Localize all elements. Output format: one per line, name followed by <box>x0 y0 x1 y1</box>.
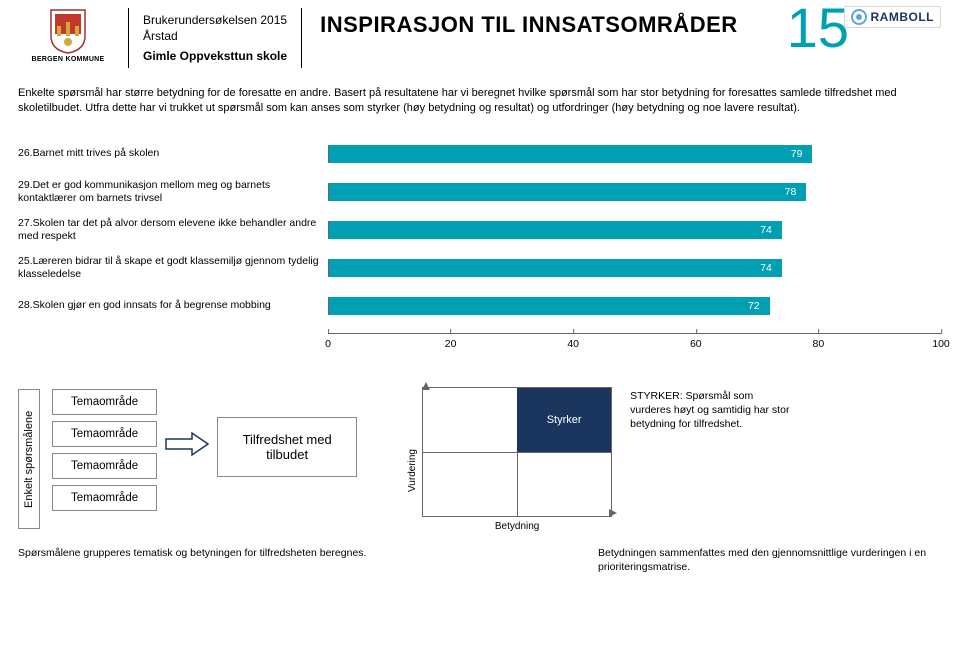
tema-box: Temaområde <box>52 389 157 415</box>
chart-row-label: 28.Skolen gjør en god innsats for å begr… <box>18 299 328 312</box>
kommune-label: BERGEN KOMMUNE <box>31 56 104 63</box>
chart-bar-area: 72 <box>328 297 941 315</box>
chart-bar: 79 <box>329 145 812 163</box>
chart-bar-area: 74 <box>328 221 941 239</box>
enkelt-label: Enkelt spørsmålene <box>18 389 40 529</box>
tema-box: Temaområde <box>52 421 157 447</box>
chart-axis: 020406080100 <box>18 325 941 363</box>
quadrant-y-label: Vurdering <box>407 449 418 492</box>
chart-bar-value: 74 <box>329 262 782 274</box>
chart-bar: 74 <box>329 221 782 239</box>
header: BERGEN KOMMUNE Brukerundersøkelsen 2015 … <box>18 8 941 80</box>
chart-bar-area: 79 <box>328 145 941 163</box>
chart-row-label: 27.Skolen tar det på alvor dersom eleven… <box>18 217 328 243</box>
tema-stack: Temaområde Temaområde Temaområde Temaområde <box>52 389 157 511</box>
chart-bar-area: 74 <box>328 259 941 277</box>
tema-box: Temaområde <box>52 485 157 511</box>
district-name: Årstad <box>143 29 287 43</box>
chart-row-label: 25.Læreren bidrar til å skape et godt kl… <box>18 255 328 281</box>
arrow-right-small-icon <box>607 509 617 517</box>
arrow-up-icon <box>422 382 430 392</box>
chart-row: 28.Skolen gjør en god innsats for å begr… <box>18 287 941 325</box>
chart-row-label: 29.Det er god kommunikasjon mellom meg o… <box>18 179 328 205</box>
methodology-diagram: Enkelt spørsmålene TemaområdeTemaområdeT… <box>18 389 941 532</box>
chart-bar-area: 78 <box>328 183 941 201</box>
chart-row-label: 26.Barnet mitt trives på skolen <box>18 147 328 160</box>
chart-row: 26.Barnet mitt trives på skolen79 <box>18 135 941 173</box>
ramboll-text: RAMBOLL <box>871 10 935 24</box>
chart-bar: 72 <box>329 297 770 315</box>
footer-left: Spørsmålene grupperes tematisk og betyni… <box>18 546 448 574</box>
quadrant-column: Vurdering Styrker Betydning <box>407 387 612 532</box>
chart-axis-area: 020406080100 <box>328 333 941 355</box>
chart-bar-value: 74 <box>329 224 782 236</box>
chart-bar-value: 78 <box>329 186 806 198</box>
tilfredshet-box: Tilfredshet med tilbudet <box>217 417 357 477</box>
enkelt-column: Enkelt spørsmålene TemaområdeTemaområdeT… <box>18 389 157 529</box>
chart-bar: 74 <box>329 259 782 277</box>
chart-bar: 78 <box>329 183 806 201</box>
quadrant-box: Styrker Betydning <box>422 387 612 532</box>
axis-tick: 80 <box>813 334 825 350</box>
axis-tick: 40 <box>567 334 579 350</box>
chart-row: 25.Læreren bidrar til å skape et godt kl… <box>18 249 941 287</box>
chart-bar-value: 79 <box>329 148 812 160</box>
ramboll-icon <box>851 9 867 25</box>
chart-bar-value: 72 <box>329 300 770 312</box>
footer: Spørsmålene grupperes tematisk og betyni… <box>18 546 941 574</box>
axis-tick: 100 <box>932 334 950 350</box>
bergen-kommune-logo: BERGEN KOMMUNE <box>18 8 118 63</box>
arrow-right-icon <box>164 431 210 457</box>
chart-row: 29.Det er god kommunikasjon mellom meg o… <box>18 173 941 211</box>
school-name: Gimle Oppveksttun skole <box>143 49 287 63</box>
bar-chart: 26.Barnet mitt trives på skolen79 29.Det … <box>18 135 941 363</box>
quadrant-x-label: Betydning <box>422 521 612 532</box>
footer-right: Betydningen sammenfattes med den gjennom… <box>598 546 928 574</box>
axis-tick: 0 <box>325 334 331 350</box>
meta-block: Brukerundersøkelsen 2015 Årstad Gimle Op… <box>128 8 302 68</box>
axis-tick: 20 <box>445 334 457 350</box>
chart-row: 27.Skolen tar det på alvor dersom eleven… <box>18 211 941 249</box>
styrker-description: STYRKER: Spørsmål som vurderes høyt og s… <box>630 389 790 432</box>
ramboll-logo: RAMBOLL <box>844 6 942 28</box>
crest-icon <box>47 8 89 54</box>
tema-box: Temaområde <box>52 453 157 479</box>
page-number: 15 <box>787 0 849 56</box>
axis-tick: 60 <box>690 334 702 350</box>
quadrant-styrker-cell: Styrker <box>517 388 611 452</box>
survey-name: Brukerundersøkelsen 2015 <box>143 13 287 27</box>
intro-text: Enkelte spørsmål har større betydning fo… <box>18 86 941 117</box>
quadrant-grid: Styrker <box>422 387 612 517</box>
page-title: INSPIRASJON TIL INNSATSOMRÅDER <box>320 8 738 38</box>
arrow-column <box>157 389 217 499</box>
